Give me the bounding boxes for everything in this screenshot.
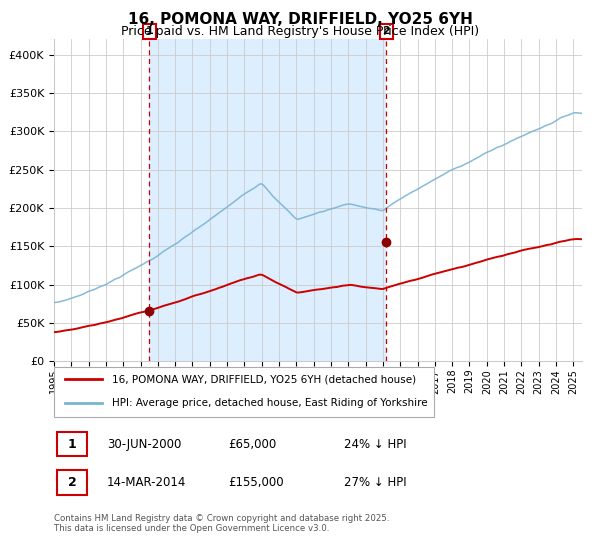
FancyBboxPatch shape <box>56 432 87 456</box>
Text: Price paid vs. HM Land Registry's House Price Index (HPI): Price paid vs. HM Land Registry's House … <box>121 25 479 38</box>
Text: £65,000: £65,000 <box>228 438 277 451</box>
Text: 16, POMONA WAY, DRIFFIELD, YO25 6YH (detached house): 16, POMONA WAY, DRIFFIELD, YO25 6YH (det… <box>112 375 416 384</box>
Bar <box>149 39 386 361</box>
Text: 1: 1 <box>68 438 76 451</box>
Text: 2: 2 <box>383 26 390 36</box>
Text: 30-JUN-2000: 30-JUN-2000 <box>107 438 181 451</box>
Text: 2: 2 <box>68 476 76 489</box>
Text: 24% ↓ HPI: 24% ↓ HPI <box>344 438 407 451</box>
FancyBboxPatch shape <box>56 470 87 494</box>
Text: HPI: Average price, detached house, East Riding of Yorkshire: HPI: Average price, detached house, East… <box>112 398 428 408</box>
Text: 27% ↓ HPI: 27% ↓ HPI <box>344 476 407 489</box>
Text: £155,000: £155,000 <box>228 476 284 489</box>
FancyBboxPatch shape <box>54 367 434 417</box>
Text: 14-MAR-2014: 14-MAR-2014 <box>107 476 186 489</box>
Text: 16, POMONA WAY, DRIFFIELD, YO25 6YH: 16, POMONA WAY, DRIFFIELD, YO25 6YH <box>128 12 472 27</box>
Text: 1: 1 <box>145 26 153 36</box>
Text: Contains HM Land Registry data © Crown copyright and database right 2025.
This d: Contains HM Land Registry data © Crown c… <box>54 514 389 534</box>
